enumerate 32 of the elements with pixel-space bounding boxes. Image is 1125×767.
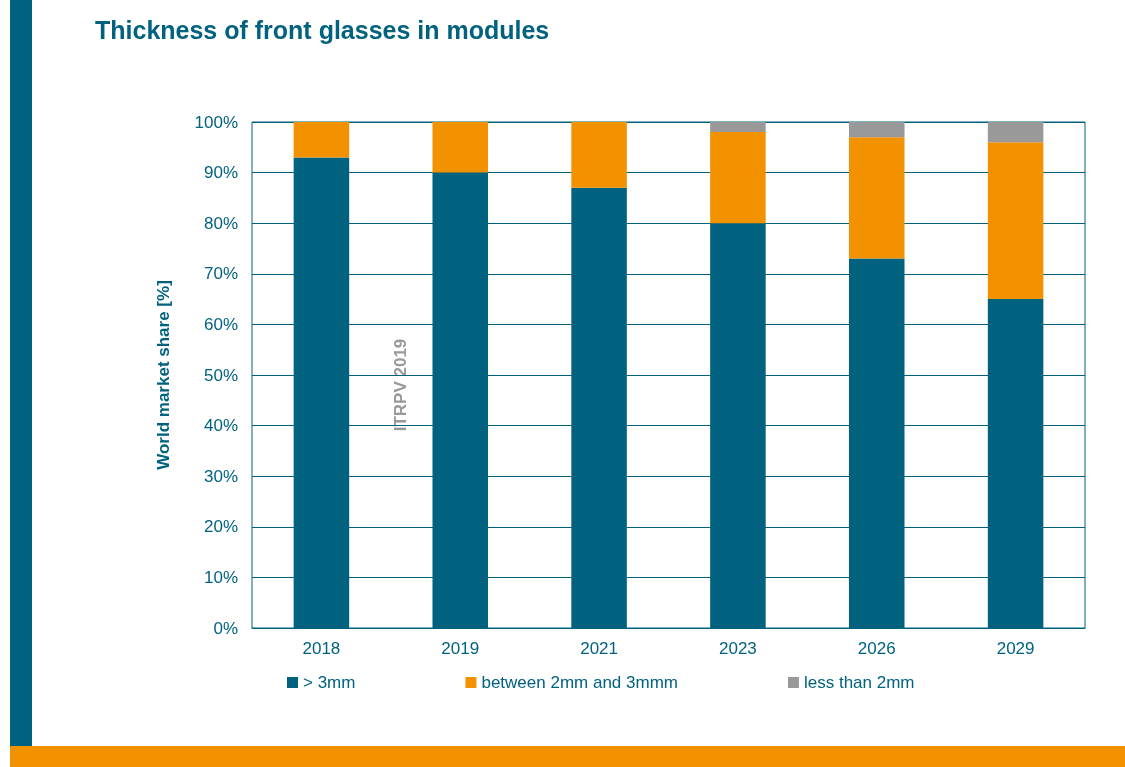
- y-tick-label: 50%: [203, 365, 238, 385]
- y-tick-label: 70%: [203, 264, 238, 284]
- bar: [987, 122, 1044, 143]
- bar: [848, 122, 905, 138]
- x-tick-label: 2029: [996, 639, 1035, 658]
- y-tick-label: 90%: [203, 163, 238, 183]
- legend-label: > 3mm: [303, 673, 356, 692]
- legend-label: between 2mm and 3mmm: [481, 673, 678, 692]
- annotation: ITRPV 2019: [390, 338, 410, 432]
- bar: [432, 122, 489, 173]
- legend-label: less than 2mm: [803, 673, 915, 692]
- y-tick-label: 0%: [213, 618, 238, 638]
- y-tick-label: 80%: [203, 213, 238, 233]
- x-tick-label: 2019: [441, 639, 480, 658]
- bar: [710, 122, 766, 133]
- bar: [987, 142, 1044, 300]
- bar: [293, 122, 350, 158]
- y-tick-label: 100%: [194, 112, 238, 132]
- bar: [571, 122, 627, 188]
- y-axis-title: World market share [%]: [154, 280, 173, 470]
- y-tick-label: 30%: [203, 466, 238, 486]
- y-tick-label: 60%: [203, 314, 238, 334]
- y-tick-label: 10%: [203, 567, 238, 587]
- x-tick-label: 2023: [719, 639, 757, 658]
- y-tick-label: 20%: [203, 517, 238, 537]
- x-tick-label: 2026: [857, 639, 896, 658]
- bar: [710, 132, 766, 224]
- y-tick-label: 40%: [203, 416, 238, 436]
- x-tick-label: 2021: [580, 639, 618, 658]
- chart-title: Thickness of front glasses in modules: [95, 15, 550, 44]
- bar: [848, 137, 905, 259]
- x-tick-label: 2018: [302, 639, 341, 658]
